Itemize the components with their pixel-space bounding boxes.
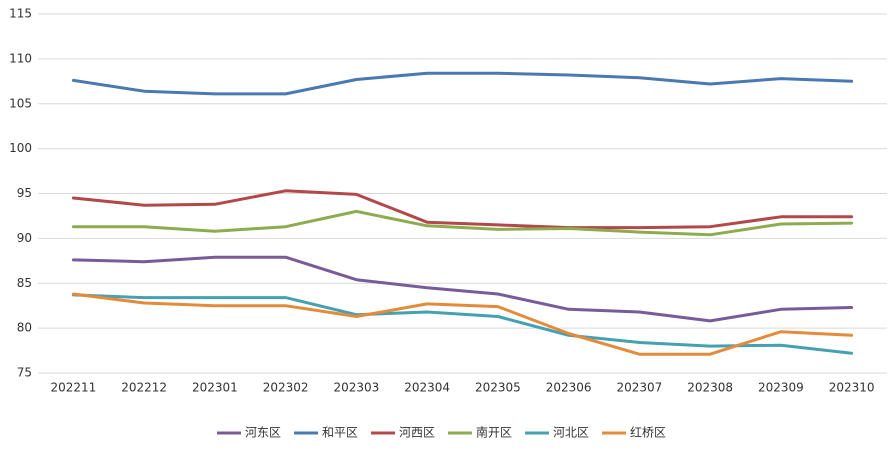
series-line [71,71,854,96]
legend-label: 河北区 [553,426,589,440]
x-tick-label: 202308 [687,381,733,395]
y-tick-label: 75 [17,366,32,380]
y-tick-label: 80 [17,321,32,335]
x-tick-label: 202305 [475,381,521,395]
y-tick-label: 85 [17,276,32,290]
y-tick-label: 110 [9,51,32,65]
x-tick-label: 202306 [546,381,592,395]
legend-label: 河西区 [399,426,435,440]
y-tick-label: 90 [17,231,32,245]
series-line [71,292,854,356]
legend-label: 南开区 [476,425,512,440]
y-tick-label: 95 [17,186,32,200]
series-line [71,255,854,323]
x-tick-label: 202309 [758,381,804,395]
y-tick-label: 105 [9,96,32,110]
series-line [71,209,854,237]
series-line [71,189,854,230]
x-tick-label: 202302 [263,381,309,395]
y-tick-label: 115 [9,7,32,21]
x-tick-label: 202301 [192,381,238,395]
x-tick-label: 202310 [829,381,875,395]
x-tick-label: 202212 [121,381,167,395]
legend-label: 和平区 [322,426,358,440]
x-tick-label: 202304 [404,381,450,395]
legend-label: 河东区 [245,426,281,440]
series-line [71,293,854,355]
x-tick-label: 202211 [50,381,96,395]
y-tick-label: 100 [9,141,32,155]
x-tick-label: 202303 [333,381,379,395]
x-tick-label: 202307 [616,381,662,395]
legend-label: 红桥区 [630,425,666,440]
